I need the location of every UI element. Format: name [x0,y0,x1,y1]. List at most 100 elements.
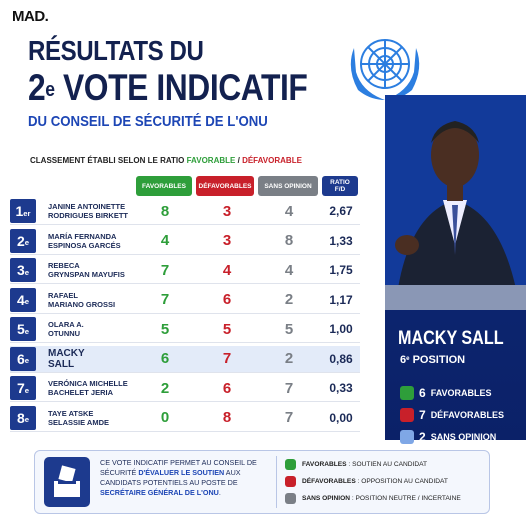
note-fav: FAVORABLE [186,156,236,165]
rank-number: 4 [16,291,25,308]
title-line-2: 2e VOTE INDICATIF [28,67,308,108]
legend-text: DÉFAVORABLES : OPPOSITION AU CANDIDAT [302,478,448,485]
legend-term: FAVORABLES [302,461,347,468]
col-sans: SANS OPINION [258,176,318,196]
name-line: SALL [48,358,75,370]
candidate-name: TAYE ATSKE SELASSIE AMDE [48,409,148,427]
table-row: 4 e RAFAEL MARIANO GROSSI 7 6 2 1,17 [10,287,360,314]
name-line: SELASSIE AMDE [48,417,109,427]
footer-segment: CE VOTE INDICATIF PERMET AU CONSEIL DE S… [100,458,257,477]
name-line: VERÓNICA MICHELLE [48,379,128,388]
defavorable-count: 8 [222,409,232,426]
favorable-count: 2 [160,379,170,397]
featured-name: MACKY SALL [398,328,504,349]
defavorable-count: 6 [222,379,232,397]
table-row: 6 e MACKY SALL 6 7 2 0,86 [10,345,360,373]
name-line: GRYNSPAN MAYUFIS [48,270,125,279]
brand: MAD. [12,8,49,25]
sans-opinion-count: 2 [284,291,294,308]
note-sep: / [237,156,240,165]
stat-icon [400,386,414,400]
candidate-name: MARÍA FERNANDA ESPINOSA GARCÉS [48,232,148,250]
name-line: REBECA [48,261,80,270]
name-line: MARÍA FERNANDA [48,231,117,241]
legend-item: FAVORABLES : SOUTIEN AU CANDIDAT [285,459,427,470]
candidate-name: REBECA GRYNSPAN MAYUFIS [48,261,148,279]
footer-segment: . [218,488,221,497]
rank-suffix: e [24,356,30,365]
name-line: OLARA A. [48,320,84,329]
legend-term: SANS OPINION [302,495,350,502]
defavorable-count: 4 [222,261,232,279]
stat-value: 6 [419,386,426,400]
un-emblem [350,39,420,100]
legend-term: DÉFAVORABLES [302,478,356,485]
rank-number: 8 [16,409,25,426]
title-text: VOTE INDICATIF [62,67,308,108]
favorable-count: 4 [160,232,170,249]
pos-suffix: e [406,356,410,362]
footer-segment: AUX CANDIDATS POTENTIELS AU POSTE DE [100,468,241,487]
defavorable-count: 3 [222,232,232,249]
ratio-value: 1,33 [329,233,353,248]
pos-text: POSITION [412,354,466,366]
note-def: DÉFAVORABLE [242,156,302,165]
sans-opinion-count: 7 [284,409,294,426]
legend-desc: : SOUTIEN AU CANDIDAT [346,461,428,468]
rank-suffix: e [24,297,30,306]
subtitle: DU CONSEIL DE SÉCURITÉ DE L'ONU [28,113,268,130]
ratio-l1: RATIO [330,179,350,186]
rank-number: 5 [16,321,25,337]
name-line: RAFAEL [48,290,78,300]
pos-number: 6 [400,354,407,366]
sans-opinion-count: 4 [284,261,294,279]
name-line: JANINE ANTOINETTE [48,202,126,211]
rank-suffix: e [24,238,30,247]
name-line: OTUNNU [48,329,81,338]
col-def: DÉFAVORABLES [196,176,254,196]
ratio-value: 1,17 [329,292,353,307]
footer-segment: D'ÉVALUER LE SOUTIEN [138,468,225,477]
ballot-icon [44,457,90,507]
featured-stat: 6 FAVORABLES [400,386,492,400]
table-row: 1 er JANINE ANTOINETTE RODRIGUES BIRKETT 8 3 4… [10,198,360,225]
candidate-name: MACKY SALL [48,348,148,370]
sans-opinion-count: 4 [284,202,294,220]
title-number: 2 [28,67,46,108]
name-line: BACHELET JERIA [48,388,114,397]
title-suffix: e [45,79,55,101]
stat-label: DÉFAVORABLES [430,410,505,420]
candidate-name: RAFAEL MARIANO GROSSI [48,291,148,309]
legend-icon [285,476,296,487]
legend-text: FAVORABLES : SOUTIEN AU CANDIDAT [302,461,427,468]
stat-label: FAVORABLES [430,388,492,398]
col-fav: FAVORABLES [136,176,192,196]
featured-stat: 7 DÉFAVORABLES [400,408,504,422]
sans-opinion-count: 8 [284,232,294,249]
sans-opinion-count: 5 [284,320,294,338]
defavorable-count: 7 [222,350,232,367]
candidate-name: OLARA A. OTUNNU [48,320,148,338]
legend-icon [285,459,296,470]
favorable-count: 7 [160,291,170,308]
stat-value: 7 [419,408,426,422]
sans-opinion-count: 2 [284,350,294,367]
title-line-1: RÉSULTATS DU [28,35,204,66]
rank-number: 6 [16,350,25,367]
candidate-name: VERÓNICA MICHELLE BACHELET JERIA [48,379,148,397]
name-line: ESPINOSA GARCÉS [48,240,121,250]
favorable-count: 6 [160,350,170,367]
footer-divider [276,456,277,508]
rank-suffix: e [24,385,30,395]
ratio-value: 0,00 [329,410,353,425]
defavorable-count: 6 [222,291,232,308]
ratio-value: 2,67 [329,204,353,218]
rank-number: 2 [16,232,25,249]
favorable-count: 8 [160,202,170,220]
table-row: 5 e OLARA A. OTUNNU 5 5 5 1,00 [10,316,360,343]
